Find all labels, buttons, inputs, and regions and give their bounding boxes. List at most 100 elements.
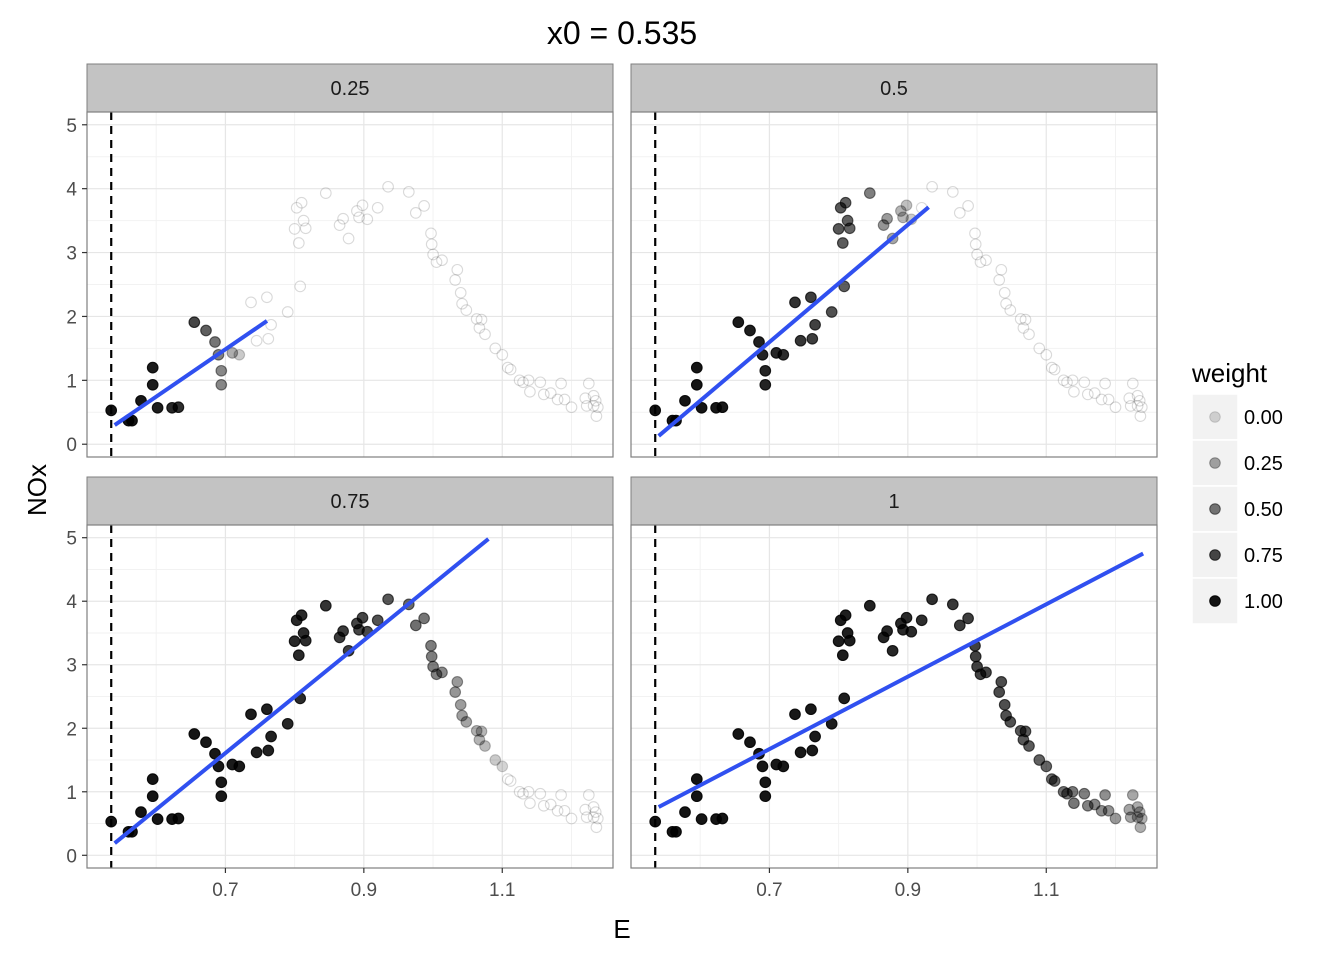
- data-point: [895, 205, 907, 217]
- data-point: [489, 754, 502, 766]
- data-point: [695, 813, 708, 825]
- data-point: [1095, 393, 1108, 406]
- facet-strip-label: 0.25: [331, 78, 370, 100]
- data-point: [582, 789, 595, 801]
- panel-border: [86, 111, 614, 458]
- local-fit-line: [657, 551, 1145, 809]
- data-point: [356, 611, 369, 624]
- data-point: [544, 798, 557, 811]
- data-point: [473, 322, 486, 334]
- y-tick-label: 2: [66, 719, 77, 740]
- data-point: [670, 825, 682, 838]
- data-point: [1109, 812, 1122, 825]
- data-point: [1004, 716, 1017, 728]
- x-tick-label: 0.9: [895, 880, 921, 901]
- data-point: [1099, 789, 1111, 801]
- data-point: [809, 730, 821, 743]
- data-point: [292, 649, 305, 662]
- data-point: [806, 332, 819, 345]
- data-point: [292, 237, 305, 249]
- data-point: [1099, 377, 1111, 390]
- legend-key-0.25: 0.25: [1191, 439, 1283, 487]
- data-point: [969, 650, 982, 663]
- data-point: [151, 401, 164, 414]
- data-point: [151, 813, 164, 825]
- data-point: [1068, 385, 1080, 398]
- data-point: [501, 361, 514, 374]
- data-point: [475, 725, 488, 738]
- data-point: [926, 180, 938, 193]
- data-point: [789, 708, 801, 721]
- data-point: [690, 361, 703, 374]
- data-point: [1019, 313, 1032, 326]
- data-point: [832, 223, 845, 235]
- legend: 0.00 0.25 0.50 0.75 1.00: [1191, 393, 1283, 625]
- data-point: [794, 746, 807, 759]
- data-point: [832, 635, 845, 648]
- data-point: [425, 227, 437, 240]
- y-tick-label: 5: [66, 116, 77, 137]
- data-point: [587, 400, 600, 412]
- x-tick-label: 0.9: [351, 880, 377, 901]
- legend-symbol: [1209, 549, 1221, 561]
- data-point: [537, 799, 550, 812]
- data-point: [1040, 760, 1053, 773]
- data-point: [299, 222, 312, 235]
- data-point: [288, 635, 301, 648]
- facet-panel-0.25: 0.25 0 1 2 3 4 5: [66, 63, 614, 458]
- data-point: [501, 773, 514, 785]
- data-point: [809, 318, 821, 331]
- data-point: [489, 342, 502, 355]
- data-point: [1102, 804, 1115, 817]
- legend-key-box: [1191, 393, 1239, 441]
- data-point: [558, 804, 571, 817]
- data-point: [915, 614, 928, 627]
- data-point: [188, 316, 201, 329]
- data-point: [371, 201, 384, 214]
- data-point: [172, 812, 185, 825]
- data-point: [551, 804, 564, 817]
- data-point: [451, 676, 464, 688]
- y-tick-label: 2: [66, 307, 77, 328]
- data-point: [449, 274, 462, 286]
- data-point: [980, 666, 992, 679]
- data-point: [295, 196, 308, 209]
- data-point: [146, 361, 159, 374]
- data-point: [460, 716, 473, 728]
- data-point: [504, 363, 517, 376]
- data-point: [522, 785, 535, 798]
- data-point: [1095, 804, 1108, 817]
- data-point: [333, 219, 346, 231]
- data-point: [226, 347, 239, 359]
- data-point: [265, 730, 277, 743]
- data-point: [881, 625, 893, 637]
- data-point: [589, 394, 602, 407]
- x-tick-label: 0.7: [212, 880, 238, 901]
- data-point: [524, 797, 536, 810]
- data-point: [980, 254, 992, 267]
- data-point: [1066, 785, 1079, 798]
- data-point: [565, 812, 578, 825]
- panel-border: [86, 524, 614, 869]
- data-point: [200, 736, 212, 749]
- local-fit-line: [113, 537, 490, 845]
- data-point: [371, 614, 384, 627]
- data-point: [1133, 394, 1146, 407]
- data-point: [537, 388, 550, 401]
- data-point: [805, 291, 817, 304]
- data-point: [1126, 789, 1139, 801]
- data-point: [1131, 801, 1144, 813]
- data-point: [1081, 388, 1094, 401]
- data-point: [479, 740, 491, 752]
- data-point: [900, 611, 913, 624]
- data-point: [565, 401, 578, 414]
- data-point: [759, 776, 772, 789]
- data-point: [900, 199, 913, 212]
- legend-label: 0.25: [1244, 453, 1283, 475]
- data-point: [262, 332, 275, 345]
- data-point: [1014, 313, 1027, 325]
- data-point: [427, 248, 439, 261]
- facet-strip-label: 0.75: [331, 491, 370, 513]
- data-point: [262, 744, 275, 757]
